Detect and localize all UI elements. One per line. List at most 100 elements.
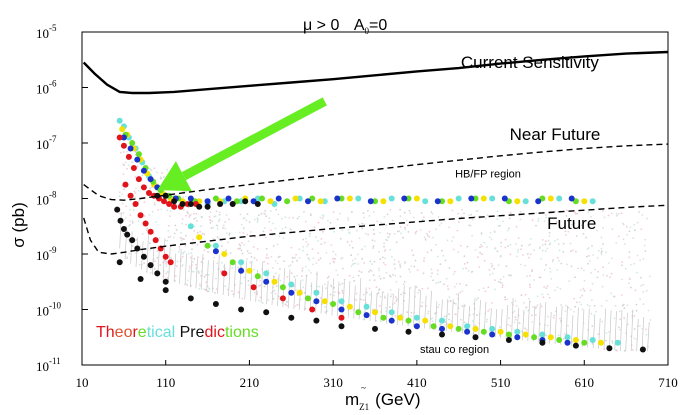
background-point	[395, 241, 398, 244]
background-point	[246, 258, 249, 260]
background-point	[520, 263, 522, 266]
background-point	[149, 272, 152, 274]
data-point	[338, 298, 345, 305]
series-stau-black	[116, 259, 646, 353]
background-point	[543, 286, 545, 288]
background-point	[207, 251, 209, 253]
background-point	[449, 299, 452, 302]
background-point	[186, 279, 189, 282]
background-streak	[239, 259, 242, 299]
background-point	[203, 249, 206, 252]
background-point	[507, 323, 509, 326]
background-point	[336, 218, 339, 221]
background-point	[501, 284, 504, 286]
background-point	[165, 265, 168, 267]
background-point	[453, 285, 456, 288]
background-point	[215, 288, 218, 290]
background-point	[529, 243, 531, 246]
background-point	[218, 220, 220, 222]
background-point	[365, 291, 368, 294]
background-point	[252, 246, 255, 248]
background-point	[261, 302, 264, 304]
background-point	[328, 275, 330, 278]
background-point	[215, 210, 218, 213]
background-point	[435, 243, 438, 246]
background-point	[430, 268, 433, 271]
background-point	[635, 271, 638, 274]
background-point	[210, 227, 213, 230]
background-point	[361, 227, 364, 230]
background-point	[360, 298, 362, 301]
background-point	[358, 270, 361, 272]
background-point	[537, 220, 540, 222]
background-streak	[249, 260, 253, 301]
background-point	[350, 240, 353, 243]
background-point	[574, 211, 576, 214]
data-point	[321, 198, 328, 205]
background-point	[595, 310, 597, 313]
background-point	[468, 214, 471, 217]
background-point	[388, 233, 391, 236]
annotation-near: Near Future	[510, 125, 601, 144]
background-point	[216, 262, 219, 265]
background-point	[240, 282, 243, 285]
data-point	[363, 303, 370, 310]
background-point	[334, 253, 337, 256]
background-point	[618, 326, 620, 329]
background-point	[246, 213, 249, 216]
background-streak	[200, 254, 204, 290]
background-streak	[609, 310, 612, 350]
background-streak	[587, 308, 590, 348]
background-point	[224, 221, 227, 223]
background-streak	[173, 253, 177, 283]
data-point	[296, 289, 303, 296]
background-point	[354, 257, 357, 260]
data-point	[489, 331, 496, 338]
background-point	[215, 224, 218, 227]
data-point	[447, 198, 454, 205]
background-point	[274, 292, 277, 295]
background-point	[391, 255, 393, 258]
background-point	[351, 263, 354, 266]
background-point	[304, 220, 307, 223]
background-point	[209, 221, 212, 224]
background-point	[456, 229, 459, 232]
data-point	[119, 126, 126, 133]
background-point	[578, 301, 581, 303]
background-point	[426, 232, 428, 235]
background-point	[339, 237, 342, 240]
background-point	[249, 261, 252, 263]
background-point	[461, 290, 464, 292]
background-point	[169, 235, 172, 238]
data-point	[179, 201, 186, 207]
background-point	[315, 262, 318, 264]
data-point	[334, 195, 341, 202]
background-point	[554, 240, 556, 242]
data-point	[321, 298, 328, 305]
background-point	[213, 256, 216, 259]
background-point	[355, 299, 358, 301]
data-point	[122, 181, 129, 188]
background-point	[282, 237, 285, 240]
data-point	[140, 253, 147, 260]
background-point	[504, 238, 507, 241]
background-point	[412, 254, 415, 257]
background-point	[382, 261, 385, 264]
background-point	[307, 243, 310, 246]
background-point	[154, 260, 156, 262]
background-point	[268, 217, 271, 220]
background-point	[298, 257, 301, 259]
background-point	[283, 260, 285, 262]
background-point	[384, 249, 387, 251]
background-streak	[385, 293, 389, 324]
background-point	[522, 254, 524, 256]
background-point	[184, 244, 187, 247]
background-point	[582, 287, 585, 290]
background-point	[448, 318, 450, 321]
background-point	[547, 293, 549, 296]
background-point	[557, 243, 560, 246]
background-point	[391, 293, 393, 295]
background-point	[298, 248, 301, 251]
background-point	[439, 281, 442, 283]
background-point	[437, 269, 439, 272]
